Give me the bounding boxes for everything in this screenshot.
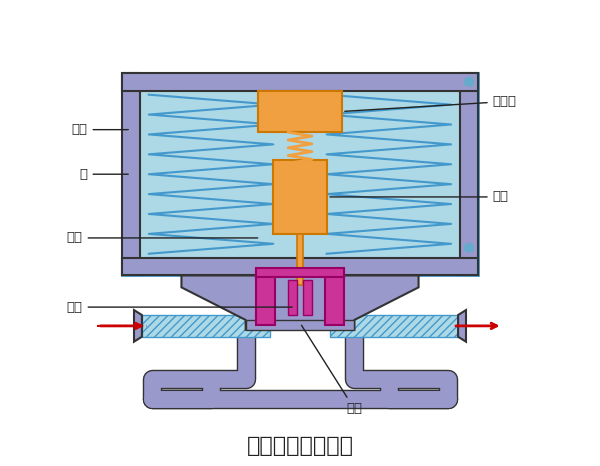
FancyBboxPatch shape <box>329 315 458 337</box>
FancyBboxPatch shape <box>256 267 344 277</box>
Polygon shape <box>458 310 466 342</box>
Polygon shape <box>134 310 142 342</box>
FancyBboxPatch shape <box>296 234 304 285</box>
Text: 罩: 罩 <box>80 168 128 181</box>
Text: 定铁心: 定铁心 <box>345 95 517 111</box>
FancyBboxPatch shape <box>273 160 327 234</box>
FancyBboxPatch shape <box>122 73 140 275</box>
FancyBboxPatch shape <box>142 315 271 337</box>
Text: 导阀: 导阀 <box>301 325 362 415</box>
FancyBboxPatch shape <box>460 73 478 275</box>
Polygon shape <box>181 275 419 330</box>
Text: 直接联系式电磁阀: 直接联系式电磁阀 <box>247 437 353 456</box>
Text: 小孔: 小孔 <box>67 301 292 314</box>
FancyBboxPatch shape <box>258 91 342 132</box>
FancyBboxPatch shape <box>122 73 478 275</box>
Text: 阀杆: 阀杆 <box>330 191 509 204</box>
FancyBboxPatch shape <box>122 258 478 275</box>
FancyBboxPatch shape <box>245 320 355 330</box>
Text: 主阀: 主阀 <box>67 232 257 245</box>
FancyBboxPatch shape <box>122 73 478 91</box>
Circle shape <box>464 243 473 252</box>
FancyBboxPatch shape <box>288 281 297 315</box>
FancyBboxPatch shape <box>303 281 312 315</box>
Circle shape <box>464 77 473 86</box>
FancyBboxPatch shape <box>325 271 344 325</box>
Text: 线圈: 线圈 <box>71 123 128 136</box>
FancyBboxPatch shape <box>256 271 275 325</box>
